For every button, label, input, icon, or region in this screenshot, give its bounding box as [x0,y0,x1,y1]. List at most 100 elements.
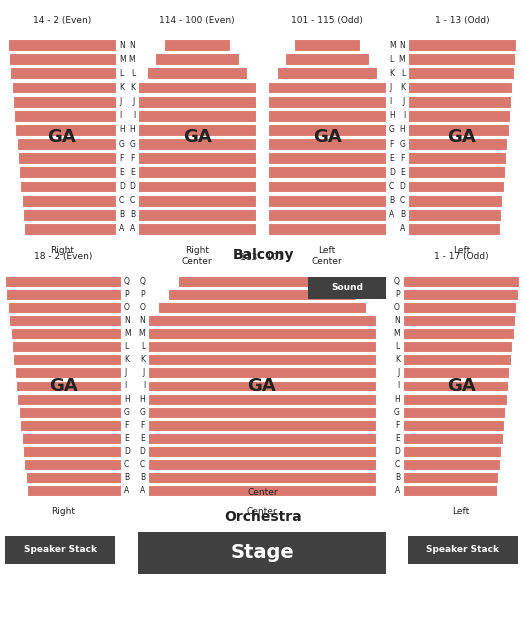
Bar [20,420,121,431]
Bar [408,223,500,235]
Text: F: F [141,421,145,429]
Text: L: L [401,69,405,78]
Bar [14,110,116,122]
Bar [148,432,376,444]
Bar [17,394,121,404]
Bar [138,181,256,192]
Bar [408,181,503,192]
Text: F: F [389,139,393,149]
Text: Left: Left [453,507,470,516]
Text: H: H [139,394,145,404]
Text: B: B [389,196,394,205]
Text: A: A [389,210,394,219]
Bar [268,209,386,221]
Bar [138,96,256,108]
Bar [148,394,376,404]
Bar [148,354,376,366]
Text: I: I [124,381,126,391]
Text: E: E [389,154,394,162]
Text: K: K [389,69,394,78]
Bar [268,181,386,192]
Text: N: N [129,41,135,49]
Text: 18 - 2 (Even): 18 - 2 (Even) [34,253,92,261]
Bar [22,195,116,207]
Text: E: E [119,168,124,177]
Text: K: K [395,356,400,364]
Text: G: G [399,139,405,149]
Bar [10,328,121,339]
Text: A: A [400,224,405,233]
Text: K: K [130,83,135,92]
Text: B: B [395,473,400,482]
Text: I: I [389,97,391,106]
Text: GA: GA [49,377,77,395]
Text: M: M [124,329,131,338]
Bar [9,315,121,326]
Bar [138,166,256,178]
Text: D: D [389,168,395,177]
Text: H: H [389,111,395,120]
Text: Center: Center [247,507,277,516]
Text: Center: Center [248,488,278,497]
Text: G: G [139,408,145,417]
Text: E: E [400,168,405,177]
Bar [403,381,508,391]
Text: L: L [124,342,128,351]
Text: Right: Right [51,507,75,516]
Text: Right
Center: Right Center [182,246,212,266]
Text: N: N [399,41,405,49]
Bar [10,68,116,79]
Bar [148,420,376,431]
Bar [12,81,116,94]
Text: J: J [133,97,135,106]
Bar [403,432,502,444]
Text: B: B [124,473,129,482]
Bar [178,276,346,287]
Bar [138,223,256,235]
Text: 113 - 101: 113 - 101 [240,253,284,261]
Bar [168,289,356,300]
Text: L: L [396,342,400,351]
Text: 1 - 17 (Odd): 1 - 17 (Odd) [434,253,488,261]
Text: 101 - 115 (Odd): 101 - 115 (Odd) [291,16,363,24]
Text: Speaker Stack: Speaker Stack [426,546,499,554]
Bar [403,302,516,313]
Text: C: C [119,196,124,205]
Text: M: M [139,329,145,338]
Bar [138,195,256,207]
Bar [22,432,121,444]
Bar [138,124,256,136]
Text: GA: GA [448,128,476,146]
Bar [6,289,121,300]
Text: N: N [119,41,125,49]
Bar [26,472,121,483]
Text: G: G [389,126,395,134]
Bar [148,315,376,326]
Bar [403,328,513,339]
Text: Stage: Stage [230,544,294,562]
Bar [403,354,511,366]
Bar [146,68,247,79]
Bar [138,138,256,150]
Bar [148,459,376,470]
Text: L: L [131,69,135,78]
Text: G: G [129,139,135,149]
Bar [5,276,121,287]
Text: F: F [401,154,405,162]
Bar [403,485,497,496]
Text: C: C [400,196,405,205]
Bar [403,394,507,404]
Text: Balcony: Balcony [232,248,294,262]
Bar [27,485,121,496]
Text: M: M [129,55,135,64]
Text: E: E [124,434,129,442]
Bar [403,420,504,431]
Text: H: H [394,394,400,404]
Text: C: C [389,182,394,191]
Bar [277,68,377,79]
Bar [13,354,121,366]
Bar [408,39,516,51]
Text: GA: GA [248,377,276,395]
Text: A: A [130,224,135,233]
Bar [268,195,386,207]
